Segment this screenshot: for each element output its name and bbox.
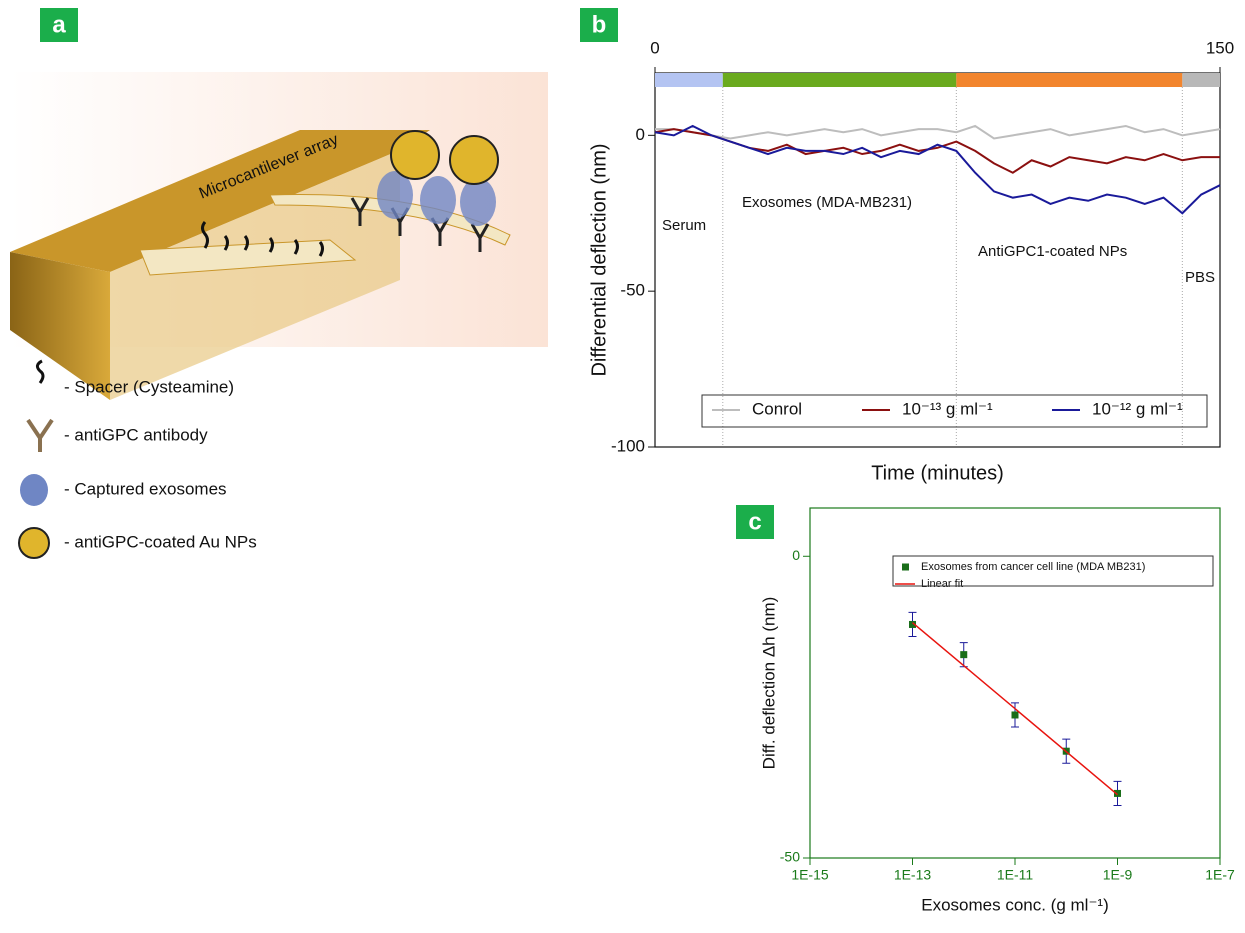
panel-label-box (736, 505, 774, 539)
legend-label: Conrol (752, 399, 802, 418)
data-line (654, 124, 1221, 215)
y-tick-label: -50 (620, 281, 645, 300)
phase-label: Serum (662, 217, 706, 234)
x-tick-label: 1E-15 (791, 867, 829, 883)
panel-a: a Microcantilever array - Spacer (Cystea… (10, 8, 548, 559)
cantilever-base-side (110, 150, 400, 400)
legend-text: - Captured exosomes (64, 479, 227, 498)
nanoparticles (390, 130, 499, 185)
x-axis-label: Time (minutes) (871, 462, 1004, 484)
legend-label: Linear fit (921, 578, 963, 590)
y-axis-label: Diff. deflection Δh (nm) (759, 597, 778, 770)
data-point (960, 651, 968, 659)
panel-label: c (748, 508, 761, 535)
x-tick-label: 1E-11 (997, 867, 1034, 883)
legend-label: Exosomes from cancer cell line (MDA MB23… (921, 561, 1145, 573)
legend-box (701, 394, 1208, 428)
y-tick-label: -100 (611, 436, 645, 455)
legend-icon (20, 474, 48, 506)
legend-box (892, 555, 1214, 587)
legend-icon (26, 418, 54, 452)
panel-label-box (580, 8, 618, 42)
x-tick-label: 150 (1206, 38, 1234, 57)
spacers (201, 221, 324, 257)
diagram-legend: - Spacer (Cysteamine) - antiGPC antibody… (18, 359, 257, 559)
legend-text: - antiGPC antibody (64, 425, 208, 444)
x-tick-label: 1E-7 (1205, 867, 1235, 883)
data-line (912, 622, 1118, 796)
x-tick-label: 0 (650, 38, 659, 57)
phase-label: Exosomes (MDA-MB231) (742, 194, 912, 211)
x-tick-label: 1E-13 (894, 867, 932, 883)
legend-swatch (902, 563, 909, 571)
x-tick-label: 1E-9 (1103, 867, 1133, 883)
cantilever-base-top (10, 130, 430, 272)
legend-text: - antiGPC-coated Au NPs (64, 532, 257, 551)
data-line (654, 128, 1220, 174)
legend-text: - Spacer (Cysteamine) (64, 377, 234, 396)
data-point (909, 620, 916, 628)
phase-bar (722, 73, 957, 87)
panel-label-box (40, 8, 78, 42)
legend-icon (18, 527, 50, 559)
y-tick-label: 0 (792, 547, 800, 563)
legend-icon (35, 359, 45, 384)
data-point (1011, 711, 1019, 719)
y-axis-label: Differential deflection (nm) (588, 143, 610, 376)
y-tick-label: 0 (636, 125, 645, 144)
legend-label: 10⁻¹² g ml⁻¹ (1092, 399, 1183, 418)
phase-label: PBS (1185, 269, 1215, 286)
cantilever-1 (139, 239, 357, 276)
x-axis-label: Exosomes conc. (g ml⁻¹) (921, 895, 1109, 914)
y-tick-label: -50 (780, 849, 800, 865)
phase-bar (655, 73, 723, 87)
phase-label: AntiGPC1-coated NPs (978, 243, 1127, 260)
panel-label: b (592, 11, 607, 38)
legend-label: 10⁻¹³ g ml⁻¹ (902, 399, 993, 418)
phase-bar (1182, 73, 1220, 87)
exosomes (377, 171, 496, 226)
panel-label: a (52, 11, 66, 38)
data-line (655, 124, 1221, 140)
data-point (1114, 789, 1121, 797)
phase-bar (956, 73, 1183, 87)
cantilever-base-front (10, 252, 110, 400)
